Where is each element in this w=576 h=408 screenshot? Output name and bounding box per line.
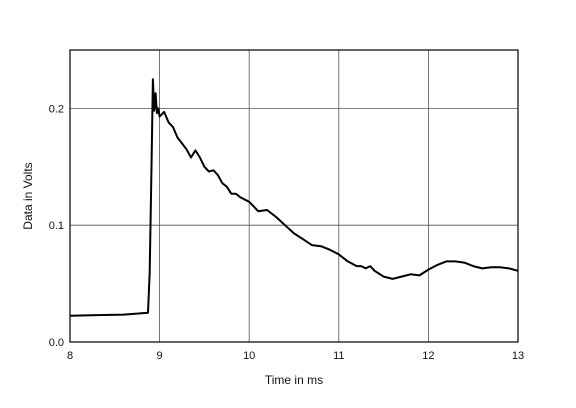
- x-tick-label: 11: [333, 350, 344, 362]
- y-tick-label: 0.2: [49, 103, 64, 115]
- plot-frame: [69, 49, 519, 343]
- y-tick-label: 0.1: [49, 220, 64, 232]
- x-tick-label: 10: [243, 350, 255, 362]
- y-axis-ticks: 0.0 0.1 0.2: [49, 103, 64, 349]
- x-axis-ticks: 8 9 10 11 12 13: [67, 350, 524, 362]
- x-tick-label: 8: [67, 350, 73, 362]
- y-axis-label: Data in Volts: [21, 162, 35, 229]
- x-axis-label: Time in ms: [265, 373, 323, 387]
- grid-lines: [70, 50, 518, 342]
- y-tick-label: 0.0: [49, 337, 64, 349]
- x-tick-label: 13: [512, 350, 524, 362]
- series-line: [69, 78, 519, 317]
- x-tick-label: 9: [157, 350, 163, 362]
- x-tick-label: 12: [422, 350, 434, 362]
